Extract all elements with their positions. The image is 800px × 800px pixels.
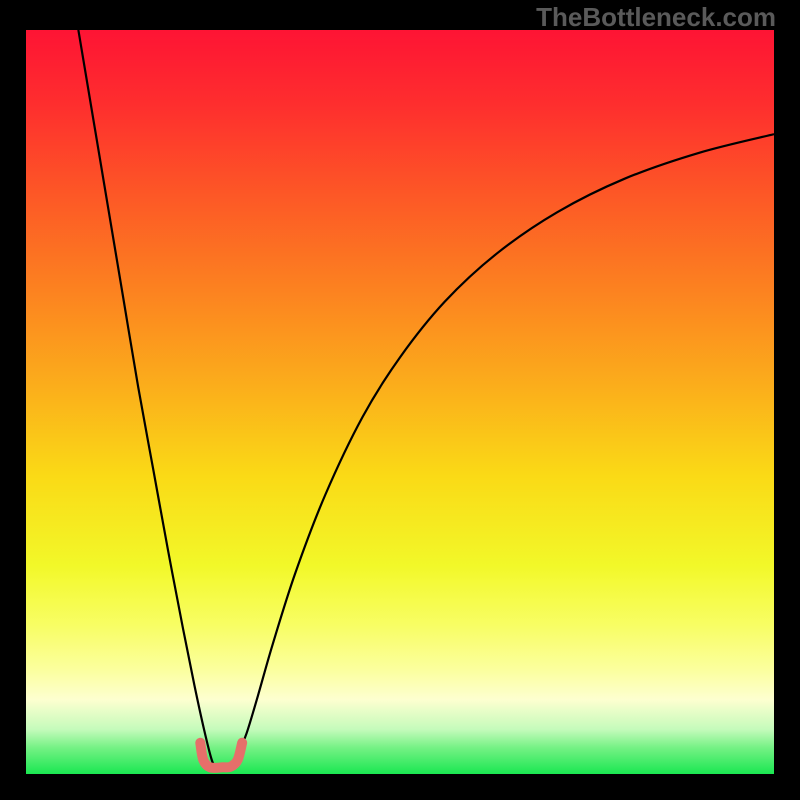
chart-frame xyxy=(26,30,774,774)
watermark-text: TheBottleneck.com xyxy=(536,2,776,33)
chart-svg xyxy=(26,30,774,774)
gradient-background xyxy=(26,30,774,774)
